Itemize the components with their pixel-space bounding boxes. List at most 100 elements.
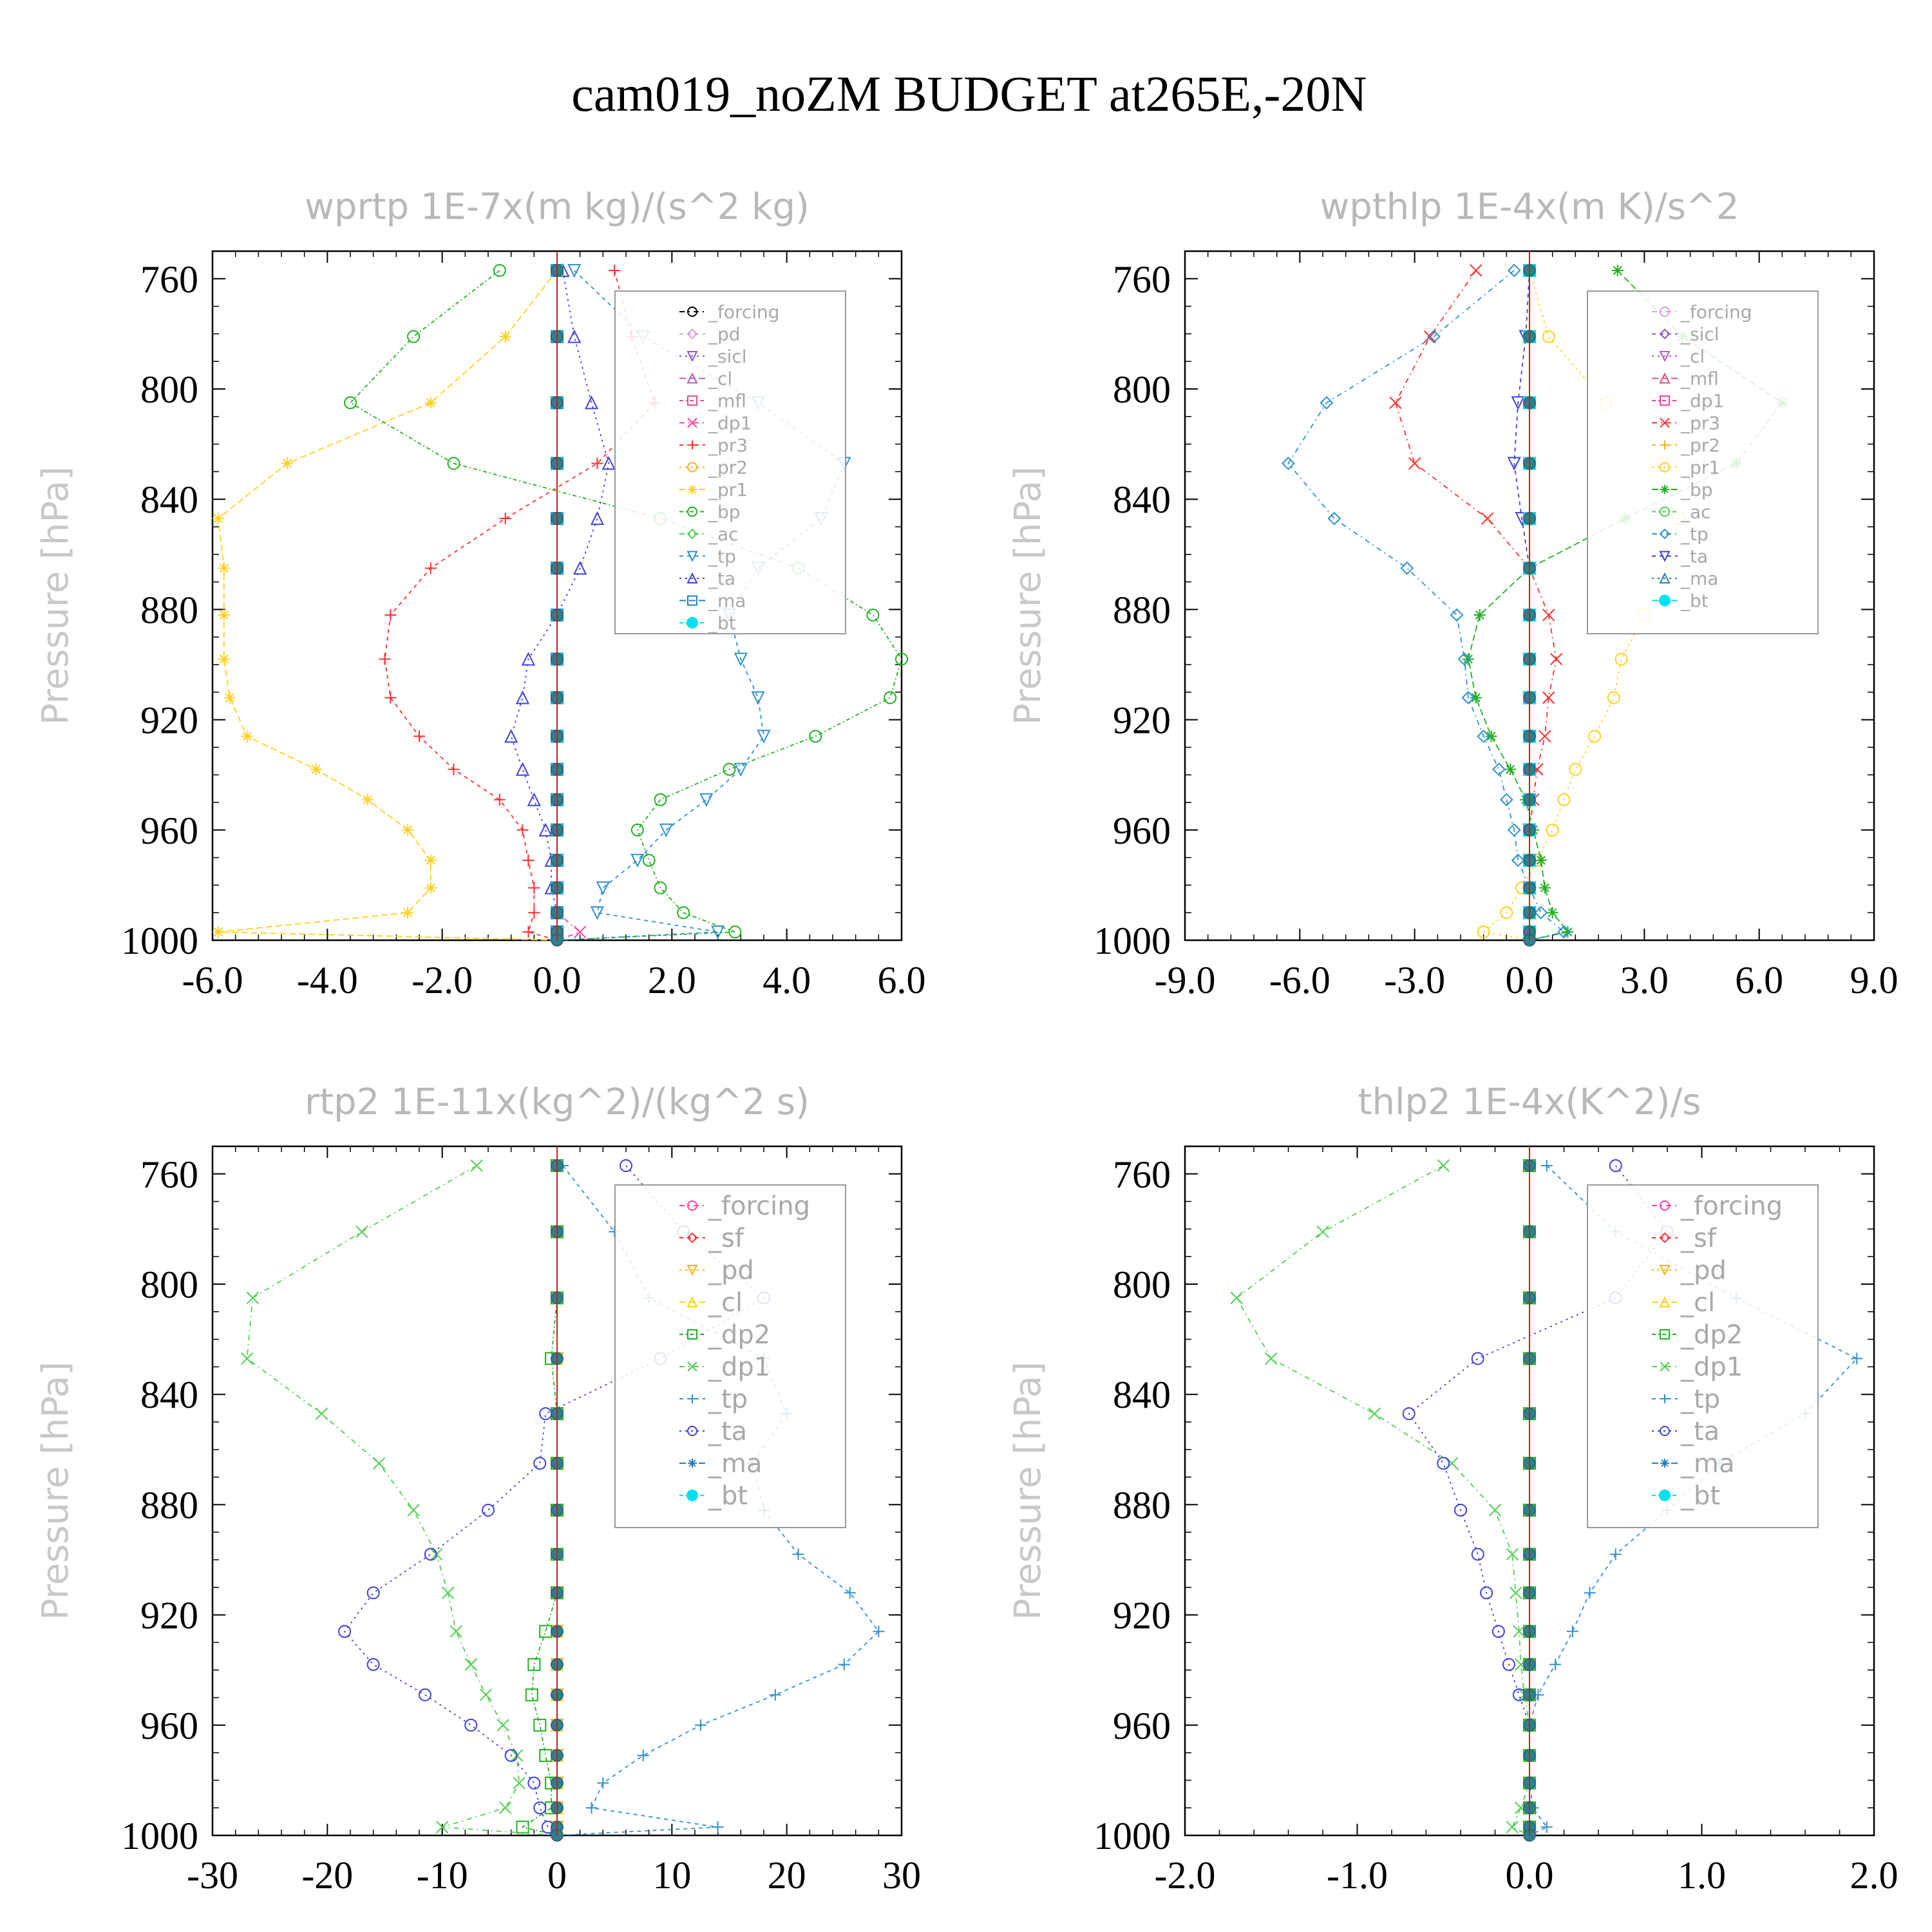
data-point_bp	[493, 263, 506, 277]
data-point_bp	[1562, 926, 1574, 938]
data-point_dp1	[513, 1776, 526, 1790]
legend-label: _mfl	[708, 390, 746, 412]
legend-marker	[1660, 485, 1669, 494]
series-line_pr3	[384, 270, 656, 941]
data-point_dp2	[533, 1718, 547, 1732]
data-point_tp	[1566, 1625, 1578, 1638]
data-point_dp1	[240, 1352, 254, 1365]
legend-marker	[1659, 594, 1671, 607]
data-point_dp1	[497, 1719, 509, 1732]
legend-label: _bt	[708, 612, 736, 634]
x-tick-label: 0	[547, 1854, 567, 1897]
legend-label: _sf	[1680, 1224, 1717, 1253]
data-point_dp1	[441, 1586, 455, 1600]
panel-1: wprtp 1E-7x(m kg)/(s^2 kg) Pressure [hPa]…	[35, 186, 926, 1001]
y-tick-label: 960	[140, 1705, 198, 1747]
data-point_tp	[1450, 608, 1464, 622]
data-point_dp1	[1506, 1821, 1519, 1833]
data-point_ta	[590, 511, 605, 526]
y-tick-label: 760	[140, 1153, 198, 1196]
legend-label: _ac	[708, 524, 739, 545]
data-point_ta	[1437, 1457, 1450, 1470]
data-point_tp	[630, 853, 645, 868]
data-point_tp	[734, 652, 748, 667]
legend-marker	[687, 617, 698, 629]
y-tick-label: 760	[1113, 1153, 1171, 1196]
data-point_pr1	[310, 763, 322, 775]
legend-marker	[1660, 395, 1670, 406]
data-point_dp1	[450, 1625, 462, 1638]
data-point_tp	[659, 823, 674, 838]
legend-marker	[688, 1394, 697, 1403]
data-point_pr1	[1557, 793, 1571, 806]
y-tick-label: 1000	[1094, 1815, 1171, 1857]
data-point_pr3	[528, 907, 540, 919]
data-point_tp	[712, 1821, 724, 1833]
data-point_pr3	[499, 513, 511, 525]
y-axis-label: Pressure [hPa]	[35, 466, 77, 725]
data-point_ta	[584, 395, 599, 410]
data-point_pr1	[424, 397, 437, 409]
data-point_pr3	[379, 653, 391, 665]
data-point_tp	[757, 730, 771, 744]
legend-label: _pd	[708, 1256, 754, 1285]
series_tp	[1282, 263, 1571, 941]
x-tick-label: 0.0	[533, 959, 582, 1001]
legend-label: _tp	[1680, 524, 1709, 545]
legend-marker	[687, 328, 698, 339]
legend-marker	[1660, 440, 1669, 450]
data-point_tp	[838, 1658, 850, 1671]
legend-label: _dp1	[708, 412, 752, 433]
legend-label: _dp1	[1680, 1352, 1743, 1382]
x-tick-label: 20	[768, 1854, 806, 1897]
data-point_bp	[447, 457, 460, 470]
data-point_pr3	[1389, 396, 1402, 410]
y-tick-label: 800	[1113, 1264, 1171, 1306]
y-tick-label: 920	[1113, 699, 1171, 742]
data-point_dp1	[407, 1504, 420, 1517]
data-point_dp1	[499, 1801, 512, 1814]
x-tick-label: -1.0	[1327, 1854, 1388, 1897]
y-tick-label: 880	[140, 1484, 198, 1526]
legend-marker	[1659, 1265, 1671, 1276]
data-point_pr3	[384, 609, 397, 621]
data-point_pr3	[384, 692, 397, 704]
data-point_dp2	[516, 1821, 529, 1834]
legend-label: _dp1	[708, 1352, 770, 1382]
data-point_tp	[873, 1625, 885, 1638]
legend-label: _dp1	[1680, 390, 1724, 412]
x-tick-label: 0.0	[1506, 1854, 1554, 1897]
x-tick-label: -10	[417, 1854, 468, 1897]
data-point_pr3	[522, 854, 535, 866]
data-point_pr1	[424, 882, 437, 894]
data-point_ta	[538, 822, 553, 837]
data-point_bp	[654, 881, 667, 895]
data-point_ta	[418, 1688, 431, 1701]
x-tick-label: 6.0	[1735, 959, 1783, 1001]
data-point_bp	[344, 396, 357, 410]
data-point_ta	[573, 560, 587, 575]
legend-marker	[1660, 1361, 1670, 1372]
data-point_dp1	[1437, 1159, 1450, 1172]
data-point_ta	[338, 1625, 352, 1638]
data-point_tp	[792, 1548, 804, 1560]
legend-label: _forcing	[1680, 301, 1752, 323]
data-point_pr3	[591, 457, 603, 469]
data-point_pr1	[218, 653, 230, 665]
data-point_tp	[1534, 905, 1548, 920]
legend-marker	[687, 1490, 698, 1501]
data-point_ta	[521, 652, 536, 666]
data-point_bp	[1462, 653, 1474, 665]
legend-label: _pd	[708, 323, 741, 345]
legend-marker	[1660, 1200, 1670, 1211]
y-tick-label: 880	[1113, 1484, 1171, 1526]
data-point_tp	[1511, 853, 1525, 867]
y-tick-label: 760	[1113, 258, 1171, 301]
x-tick-label: 6.0	[878, 959, 926, 1001]
legend-marker	[1660, 462, 1670, 473]
legend-label: _pr2	[1680, 435, 1720, 456]
legend-marker	[687, 1361, 697, 1372]
y-tick-label: 760	[140, 258, 198, 301]
y-tick-label: 840	[140, 1374, 198, 1416]
legend-label: _pr3	[708, 435, 748, 456]
